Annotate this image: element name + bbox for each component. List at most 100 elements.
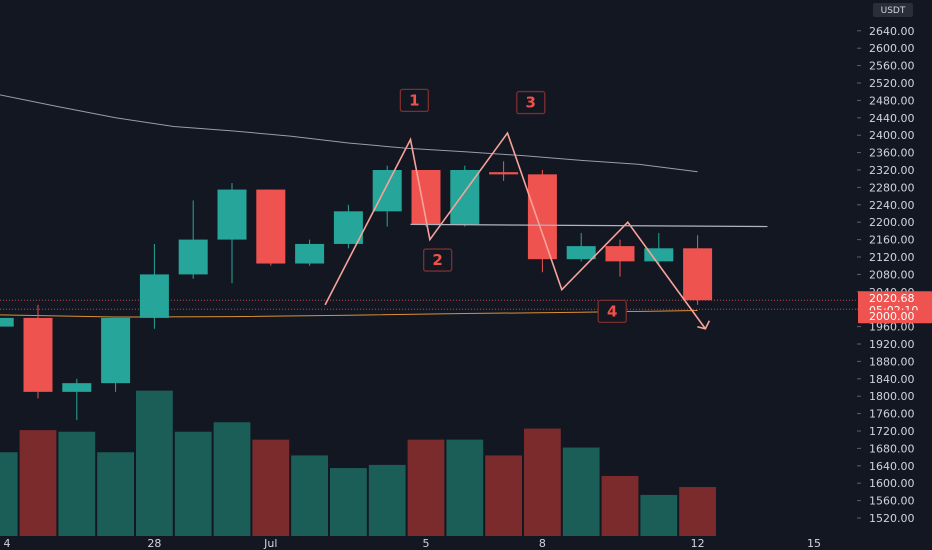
date-axis-bg	[0, 538, 857, 550]
volume-bar	[562, 447, 600, 536]
volume-bar	[136, 390, 173, 536]
pattern-path	[324, 131, 707, 330]
price-tick-label: 1560.00	[869, 495, 915, 508]
price-tick-label: 2280.00	[869, 181, 915, 194]
candle	[23, 317, 53, 392]
level-price-text: 2000.00	[869, 310, 915, 323]
pattern-label: 3	[516, 90, 546, 115]
price-tick-label: 2240.00	[869, 199, 915, 212]
date-tick-label: Jul	[263, 537, 277, 550]
volume-bar	[252, 439, 290, 536]
volume-bar	[0, 452, 18, 536]
volume-bar	[330, 468, 367, 536]
price-tick-label: 2200.00	[869, 216, 915, 229]
candle	[0, 317, 14, 327]
candle	[256, 189, 286, 264]
price-tick-label: 2160.00	[869, 234, 915, 247]
price-tick-label: 2560.00	[869, 60, 915, 73]
level-price-tag: 2000.00	[858, 310, 932, 324]
price-tick-label: 2520.00	[869, 77, 915, 90]
arrow-head	[697, 320, 711, 330]
volume-bar	[213, 422, 251, 536]
date-tick-label: 28	[147, 537, 161, 550]
pattern-label-box	[422, 248, 453, 272]
volume-bar	[368, 464, 406, 536]
pattern-label: 1	[399, 88, 430, 113]
candle	[566, 246, 596, 260]
candle	[295, 243, 325, 264]
volume-bar	[291, 455, 328, 536]
candle	[527, 174, 557, 260]
pattern-label-box	[516, 90, 546, 115]
candle	[605, 246, 635, 262]
date-tick-label: 5	[423, 537, 430, 550]
volume-bar	[640, 494, 678, 536]
currency-bg	[873, 3, 913, 17]
neckline	[410, 223, 768, 228]
price-tick-label: 2080.00	[869, 268, 915, 281]
date-tick-label: 15	[807, 537, 821, 550]
volume-bar	[679, 487, 716, 536]
candle	[644, 248, 674, 262]
candle	[101, 317, 131, 384]
pattern-label-box	[597, 299, 627, 324]
date-axis: 4 28 Jul 5 8 12 15	[0, 537, 857, 550]
pattern-label-box	[399, 88, 430, 113]
pattern-label-text: 3	[526, 94, 536, 112]
volume-bars	[0, 390, 716, 536]
candle	[411, 170, 441, 225]
price-axis-bg	[857, 0, 932, 550]
price-tick-label: 1640.00	[869, 460, 915, 473]
volume-bar	[407, 439, 445, 536]
price-tick-label: 1520.00	[869, 512, 915, 525]
candle	[489, 172, 519, 175]
currency-text: USDT	[881, 6, 906, 16]
volume-bar	[485, 455, 522, 536]
pattern-label: 2	[422, 248, 453, 272]
price-tick-label: 1880.00	[869, 355, 915, 368]
pattern-label-text: 1	[409, 91, 419, 109]
price-tick-label: 1920.00	[869, 338, 915, 351]
price-tick-label: 2640.00	[869, 25, 915, 38]
level-price-bg	[858, 310, 932, 324]
price-tick-label: 1680.00	[869, 442, 915, 455]
price-tick-label: 2320.00	[869, 164, 915, 177]
candle	[217, 189, 247, 240]
currency-label: USDT	[873, 3, 913, 17]
volume-bar	[19, 430, 57, 536]
candle	[139, 274, 169, 318]
moving-average-line	[0, 94, 698, 173]
price-tick-label: 2120.00	[869, 251, 915, 264]
price-layer	[0, 94, 857, 421]
price-tick-label: 1600.00	[869, 477, 915, 490]
pattern-label-text: 2	[432, 251, 442, 269]
price-tick-label: 1840.00	[869, 373, 915, 386]
price-tick-label: 2600.00	[869, 42, 915, 55]
volume-bar	[446, 439, 484, 536]
pattern-label-text: 4	[607, 302, 617, 320]
pattern-label: 4	[597, 299, 627, 324]
current-price-text: 2020.68	[869, 292, 915, 305]
volume-bar	[58, 431, 96, 536]
price-tick-label: 2360.00	[869, 147, 915, 160]
moving-average-short-line	[0, 310, 698, 318]
price-tick-label: 2480.00	[869, 94, 915, 107]
candle	[333, 211, 363, 244]
date-tick-label: 8	[539, 537, 546, 550]
price-tick-label: 1720.00	[869, 425, 915, 438]
price-tick-label: 2440.00	[869, 112, 915, 125]
volume-bar	[174, 431, 212, 536]
volume-bar	[524, 428, 561, 536]
pattern-drawing: 1 2 3 4	[324, 88, 768, 330]
candle	[178, 239, 208, 275]
price-tick-label: 1800.00	[869, 390, 915, 403]
date-tick-label: 4	[3, 537, 10, 550]
price-axis: 1520.00 1560.00 1600.00 1640.00 1680.00 1720.…	[857, 0, 932, 550]
price-tick-label: 1960.00	[869, 321, 915, 334]
candle	[683, 248, 713, 301]
price-tick-label: 1760.00	[869, 408, 915, 421]
date-tick-label: 12	[691, 537, 705, 550]
price-tick-label: 2400.00	[869, 129, 915, 142]
volume-bar	[601, 475, 639, 536]
